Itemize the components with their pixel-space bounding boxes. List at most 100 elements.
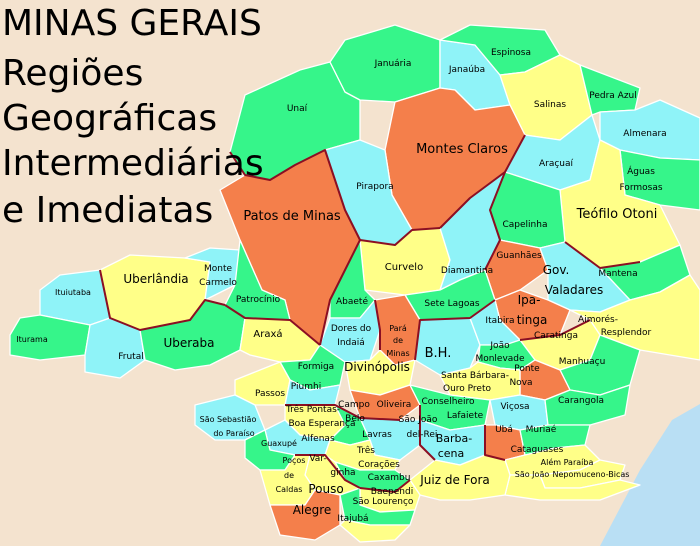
region-label-conselheiro-lafaiete-2: Lafaiete	[447, 411, 484, 421]
intermediate-region-border-14	[295, 454, 361, 489]
region-label-conselheiro-lafaiete-1: Conselheiro	[422, 397, 475, 407]
region-label-manhuacu: Manhuaçu	[559, 357, 606, 367]
region-label-ponte-nova-1: Ponte	[514, 364, 540, 374]
intermediate-region-border-12	[419, 405, 436, 461]
region-label-aracuai: Araçuaí	[539, 159, 574, 169]
region-label-barbacena-1: Barba-	[436, 432, 473, 445]
region-label-b-h: B.H.	[425, 346, 452, 361]
region-label-sao-joao-del-rei-2: del-Rei	[407, 430, 438, 440]
intermediate-region-border-9	[414, 299, 496, 361]
region-label-santa-barbara-ouro-preto-1: Santa Bárbara-	[441, 371, 509, 381]
region-sao-joao-nepomuceno-bicas	[504, 474, 641, 501]
region-label-sete-lagoas: Sete Lagoas	[424, 299, 479, 309]
region-label-carangola: Carangola	[558, 396, 604, 406]
region-label-frutal: Frutal	[118, 352, 143, 362]
region-label-gov-valadares-1: Gov.	[543, 263, 570, 277]
region-label-unai: Unaí	[287, 104, 308, 114]
region-label-montes-claros: Montes Claros	[416, 142, 508, 157]
region-label-ipatinga-2: tinga	[517, 313, 548, 327]
region-label-salinas: Salinas	[534, 100, 566, 110]
region-label-piumhi: Piumhi	[291, 382, 321, 392]
region-label-pouso-alegre-1: Pouso	[308, 482, 343, 496]
intermediate-region-border-4	[484, 171, 506, 271]
region-label-para-de-minas-3: Minas	[386, 349, 409, 358]
region-label-para-de-minas-1: Pará	[389, 324, 407, 333]
region-label-aimores-resplendor-2: Resplendor	[601, 328, 652, 338]
region-label-monte-carmelo-1: Monte	[204, 264, 233, 274]
region-label-pouso-alegre-2: Alegre	[293, 503, 332, 517]
region-label-sao-lourenco: São Lourenço	[353, 497, 414, 507]
region-label-sao-joao-nepomuceno-bicas-2: Nepomuceno-Bicas	[553, 470, 630, 479]
intermediate-region-border-6	[99, 269, 226, 331]
region-label-araxa: Araxá	[253, 328, 282, 340]
region-label-muriae: Muriaé	[526, 424, 557, 435]
region-label-formiga: Formiga	[298, 362, 334, 372]
intermediate-region-border-8	[374, 299, 381, 350]
region-label-pocos-de-caldas-2: de	[284, 471, 294, 480]
region-label-alem-paraiba: Além Paraíba	[541, 457, 594, 467]
region-label-barbacena-2: cena	[438, 447, 465, 460]
intermediate-region-border-11	[285, 404, 401, 421]
region-label-curvelo: Curvelo	[385, 262, 423, 273]
region-itajuba	[339, 519, 411, 543]
region-label-pocos-de-caldas-3: Caldas	[276, 485, 303, 494]
region-label-itajuba: Itajubá	[337, 514, 368, 524]
region-label-pirapora: Pirapora	[356, 182, 393, 192]
region-pouso-alegre	[269, 489, 341, 541]
region-polygons	[9, 24, 700, 543]
region-label-cataguases: Cataguases	[511, 445, 564, 455]
region-label-aimores-resplendor-1: Aimorés-	[578, 314, 618, 325]
region-label-joao-monlevade-2: Monlevade	[475, 354, 525, 364]
region-label-oliveira: Oliveira	[377, 400, 412, 410]
region-label-espinosa: Espinosa	[491, 48, 531, 58]
region-label-itabira: Itabira	[485, 316, 514, 326]
region-label-gov-valadares-2: Valadares	[545, 283, 604, 297]
intermediate-region-border-13	[484, 425, 506, 461]
region-label-alfenas: Alfenas	[301, 434, 335, 444]
region-label-juiz-de-fora: Juiz de Fora	[419, 473, 490, 487]
region-label-guanhaes: Guanhães	[496, 251, 542, 261]
intermediate-region-border-2	[359, 227, 441, 246]
region-label-campo-belo-1: Campo	[338, 400, 370, 410]
intermediate-region-border-15	[359, 479, 411, 493]
intermediate-region-border-1	[229, 149, 361, 346]
region-label-tres-pontas-boa-esperanca-1: Três Pontas-	[285, 404, 340, 415]
region-label-pocos-de-caldas-1: Poços	[283, 456, 306, 465]
ocean-area	[600, 404, 700, 546]
region-label-sao-sebastiao-do-paraiso-2: do Paraíso	[213, 429, 254, 438]
region-labels: Unaí Januária Janaúba Espinosa Salinas Pedra …	[16, 48, 666, 524]
map-title-line-1: MINAS GERAIS	[2, 3, 262, 44]
region-label-aguas-formosas-2: Formosas	[619, 183, 662, 193]
region-label-caxambu-baependi-1: Caxambu	[368, 473, 411, 483]
region-label-lavras: Lavras	[362, 430, 392, 440]
region-label-aguas-formosas-1: Águas	[627, 165, 655, 177]
region-label-sao-joao-nepomuceno-bicas-1: São João	[515, 470, 550, 479]
region-label-teofilo-otoni: Teófilo Otoni	[576, 207, 658, 222]
region-label-uberaba: Uberaba	[163, 336, 214, 350]
region-label-janauba: Janaúba	[448, 65, 485, 75]
region-label-varginha-1: Var-	[309, 454, 326, 464]
region-label-caxambu-baependi-2: Baependi	[371, 487, 413, 497]
intermediate-region-border-3	[439, 134, 526, 229]
region-label-joao-monlevade-1: João	[489, 341, 510, 351]
region-label-tres-coracoes-2: Corações	[358, 460, 400, 470]
region-label-ponte-nova-2: Nova	[509, 378, 532, 388]
region-juiz-de-fora	[409, 454, 511, 501]
region-label-dores-do-indaia-2: Indaiá	[337, 338, 365, 348]
region-label-iturama: Iturama	[16, 335, 48, 344]
region-label-sao-sebastiao-do-paraiso-1: São Sebastião	[200, 415, 257, 424]
intermediate-region-border-10	[519, 319, 591, 341]
region-label-tres-coracoes-1: Três	[356, 445, 375, 456]
region-label-sao-joao-del-rei-1: São João	[399, 415, 438, 425]
intermediate-region-border-7	[224, 304, 321, 346]
region-label-patrocinio: Patrocínio	[236, 295, 281, 305]
region-label-ipatinga-1: Ipa-	[518, 293, 541, 307]
map-title-line-4: Intermediárias	[2, 143, 264, 184]
region-label-uba: Ubá	[495, 425, 513, 435]
region-label-pedra-azul: Pedra Azul	[589, 91, 637, 101]
region-label-santa-barbara-ouro-preto-2: Ouro Preto	[443, 384, 491, 394]
region-label-diamantina: Diamantina	[441, 266, 493, 276]
region-label-guaxupe: Guaxupé	[261, 438, 297, 448]
